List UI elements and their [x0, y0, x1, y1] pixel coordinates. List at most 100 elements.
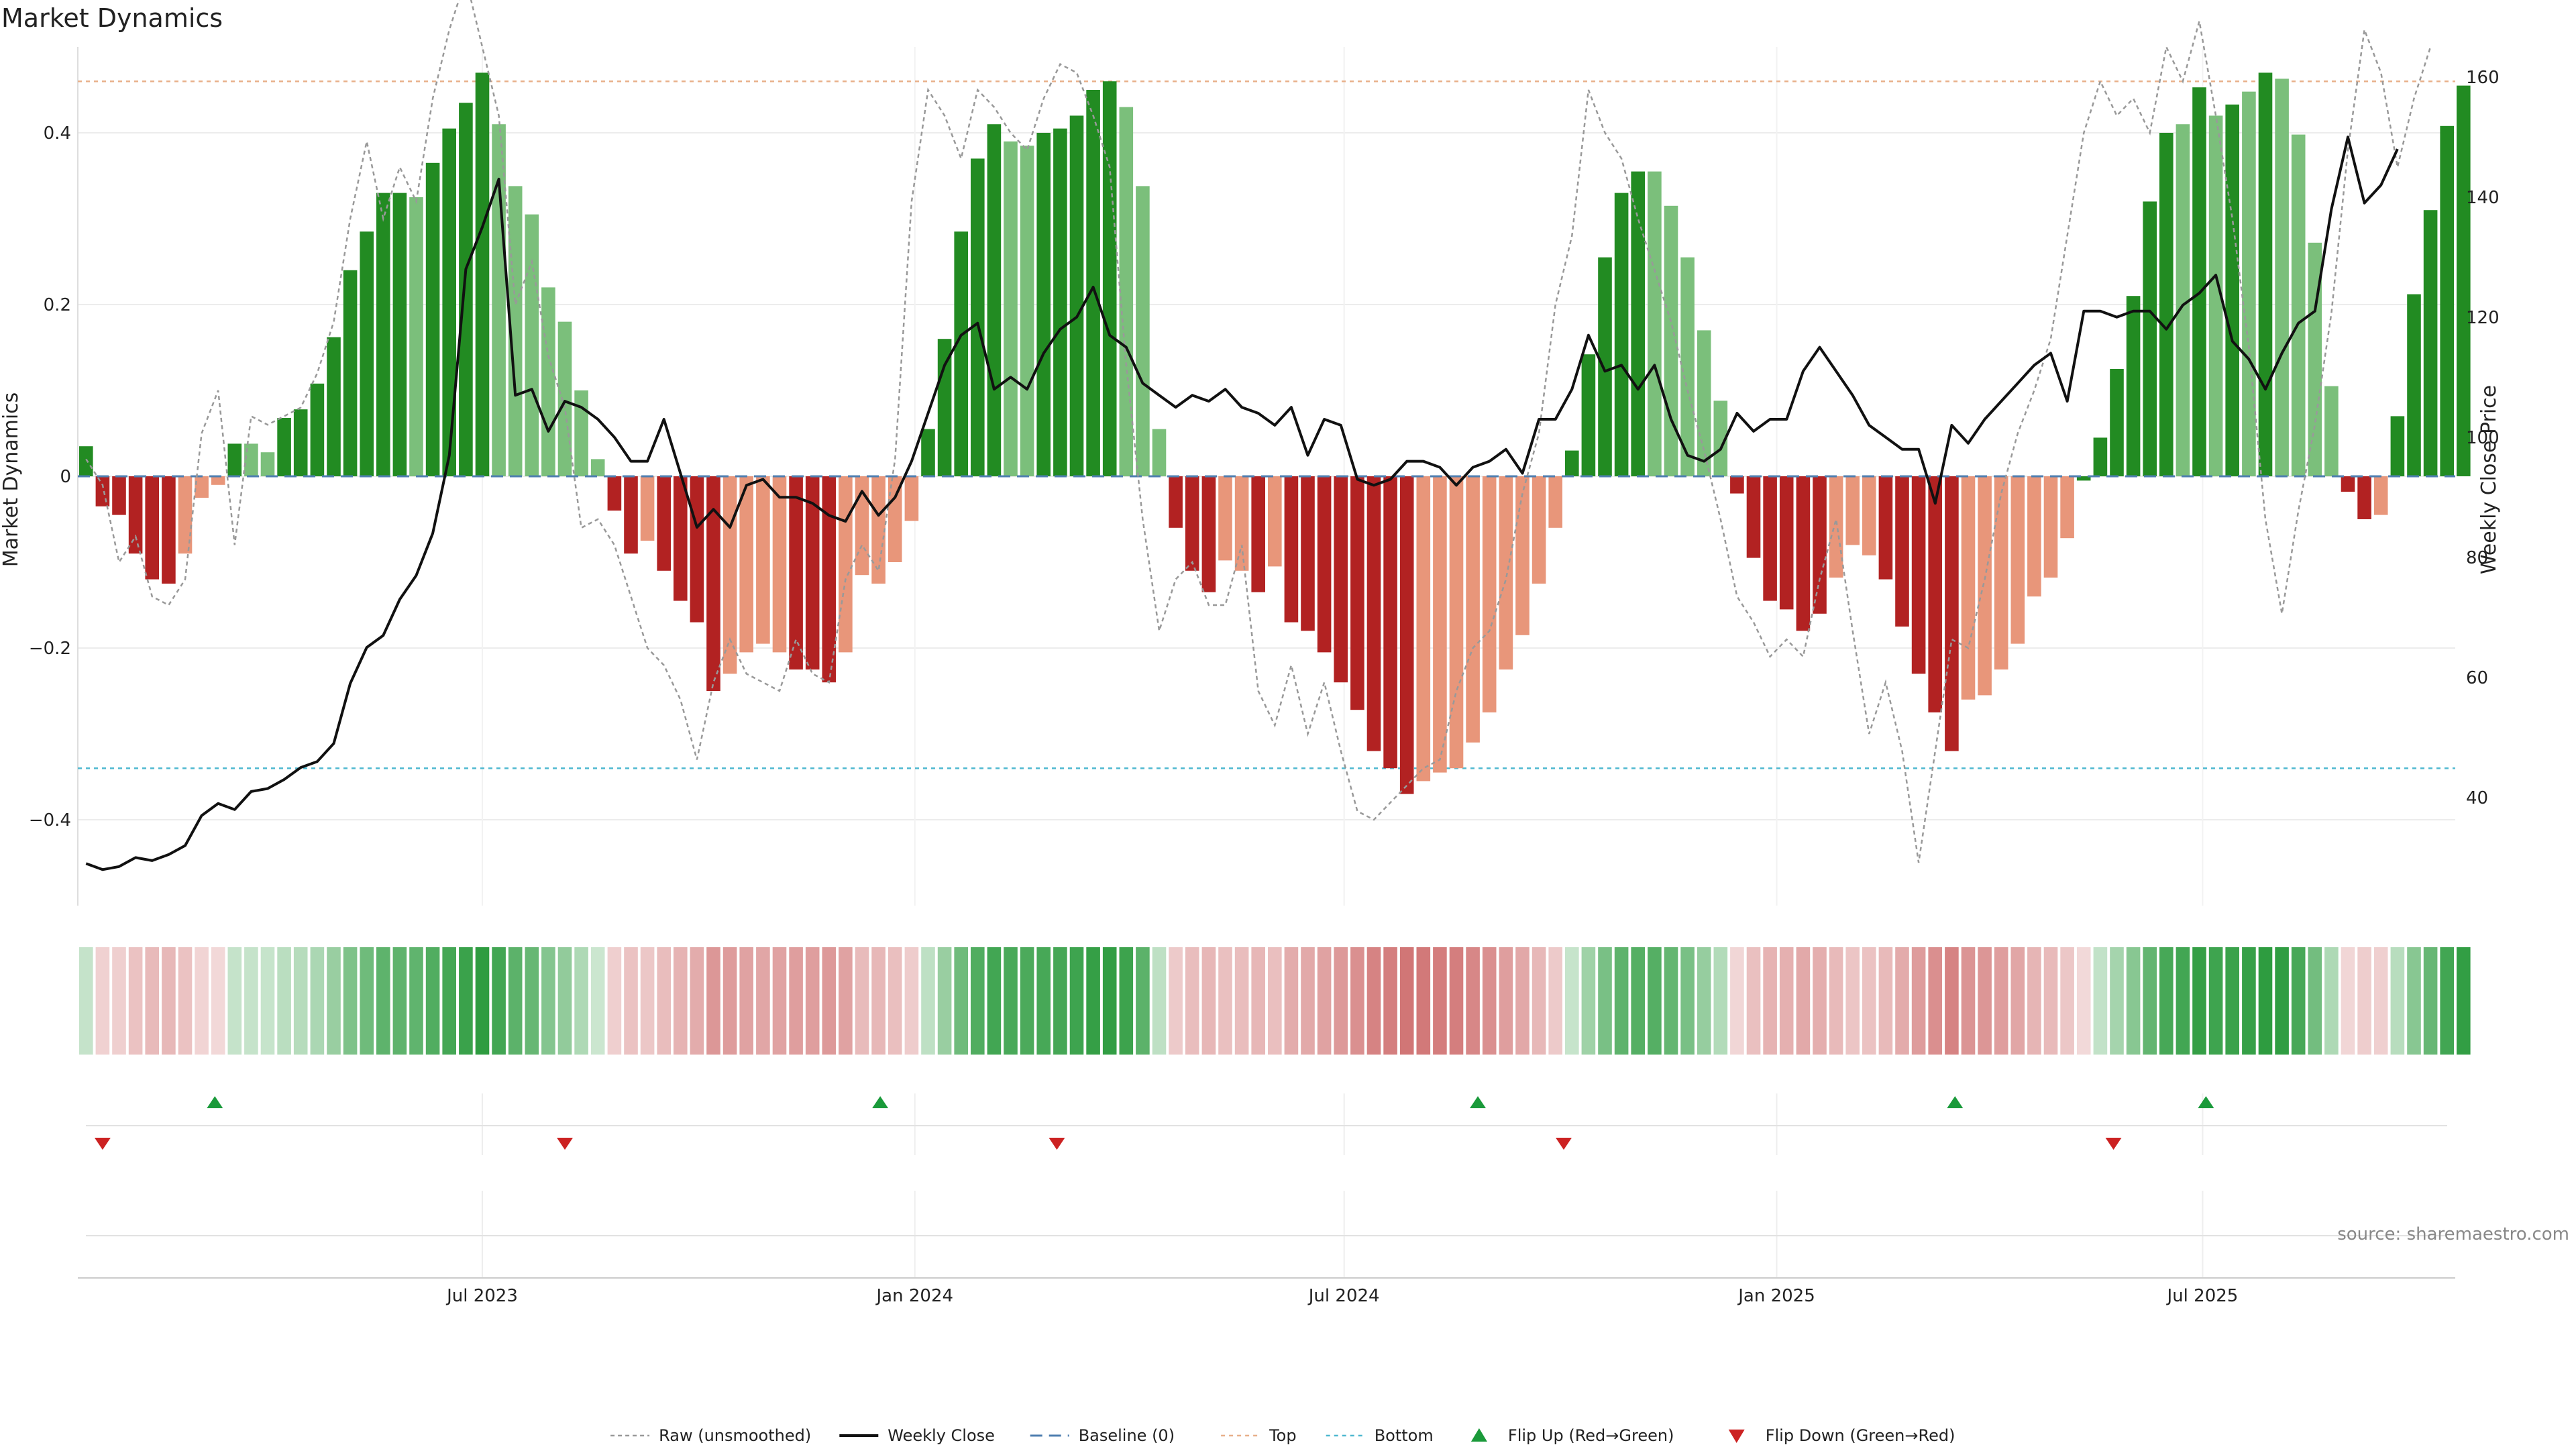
- heat-cell: [525, 947, 539, 1055]
- dynamics-bar: [1383, 476, 1397, 769]
- dynamics-bar: [1515, 476, 1529, 635]
- dynamics-bar: [492, 124, 506, 476]
- legend-label: Flip Up (Red→Green): [1508, 1426, 1674, 1445]
- heat-cell: [1796, 947, 1811, 1055]
- right-y-tick-label: 100: [2466, 428, 2500, 448]
- heat-cell: [1895, 947, 1909, 1055]
- dynamics-bar: [674, 476, 688, 601]
- x-tick-label: Jul 2025: [2166, 1286, 2239, 1306]
- heat-cell: [1383, 947, 1397, 1055]
- dynamics-bar: [1069, 115, 1084, 476]
- heat-cell: [1713, 947, 1728, 1055]
- heat-cell: [2060, 947, 2074, 1055]
- heat-cell: [2043, 947, 2058, 1055]
- dynamics-bar: [1862, 476, 1876, 555]
- dynamics-bar: [1499, 476, 1513, 669]
- legend-label: Flip Down (Green→Red): [1766, 1426, 1955, 1445]
- heat-cell: [1004, 947, 1018, 1055]
- heat-cell: [1350, 947, 1364, 1055]
- raw-line-layer: [85, 0, 2432, 863]
- heat-cell: [1648, 947, 1662, 1055]
- dynamics-bar: [772, 476, 787, 653]
- heat-cell: [425, 947, 440, 1055]
- heat-cell: [772, 947, 787, 1055]
- dynamics-bar: [1004, 141, 1018, 477]
- legend-item-top: Top: [1221, 1426, 1297, 1445]
- heat-cell: [541, 947, 555, 1055]
- heat-cell: [1829, 947, 1843, 1055]
- heat-cell: [260, 947, 275, 1055]
- flip-up-marker: [1947, 1096, 1964, 1108]
- dynamics-bar: [1730, 476, 1744, 494]
- heat-cell: [79, 947, 93, 1055]
- left-y-tick-label: 0.2: [44, 295, 71, 315]
- heat-cell: [2390, 947, 2405, 1055]
- heat-cell: [2407, 947, 2421, 1055]
- heat-cell: [1218, 947, 1232, 1055]
- dynamics-bar: [921, 429, 935, 476]
- dynamics-bar: [310, 383, 325, 476]
- heat-cell: [211, 947, 225, 1055]
- heat-cell: [128, 947, 143, 1055]
- dynamics-bar: [2093, 437, 2108, 476]
- heat-cell: [1697, 947, 1711, 1055]
- heat-cell: [1548, 947, 1562, 1055]
- dynamics-bar: [475, 72, 490, 476]
- dynamics-bar: [1201, 476, 1216, 592]
- heat-cell: [1449, 947, 1464, 1055]
- chart-title: Market Dynamics: [1, 3, 223, 33]
- dynamics-bar: [2143, 201, 2157, 476]
- legend: Raw (unsmoothed) Weekly Close Baseline (0)…: [610, 1426, 1955, 1445]
- dynamics-bar: [1334, 476, 1348, 683]
- dynamics-bar: [2457, 85, 2471, 477]
- dynamics-bar: [1994, 476, 2008, 669]
- dynamics-bar: [2159, 133, 2174, 476]
- heat-cell: [1399, 947, 1414, 1055]
- heat-cell: [2027, 947, 2041, 1055]
- heat-cell: [1614, 947, 1629, 1055]
- dynamics-bar: [2010, 476, 2025, 644]
- heat-cell: [1053, 947, 1067, 1055]
- dynamics-bar: [2258, 72, 2273, 476]
- heat-cell: [937, 947, 952, 1055]
- heat-cell: [1466, 947, 1480, 1055]
- heat-cell: [1565, 947, 1579, 1055]
- dynamics-bar: [1911, 476, 1926, 674]
- dynamics-bar: [1251, 476, 1265, 592]
- heat-cell: [1878, 947, 1893, 1055]
- dynamics-bar: [1433, 476, 1447, 773]
- right-y-axis-label: Weekly Close Price: [2477, 385, 2501, 574]
- dynamics-bar: [1399, 476, 1414, 794]
- heat-cell: [1317, 947, 1332, 1055]
- heat-cell: [227, 947, 242, 1055]
- heat-cell: [2291, 947, 2306, 1055]
- right-y-tick-label: 60: [2466, 668, 2488, 688]
- dynamics-bar: [1631, 171, 1645, 476]
- dynamics-bar: [1961, 476, 1976, 700]
- dynamics-bar: [2225, 104, 2239, 477]
- dynamics-bar: [244, 443, 258, 476]
- heat-cell: [624, 947, 638, 1055]
- dynamics-bar: [112, 476, 126, 515]
- heat-cell: [1515, 947, 1529, 1055]
- left-y-axis-label: Market Dynamics: [0, 392, 23, 568]
- heat-cell: [2242, 947, 2256, 1055]
- heat-cell: [459, 947, 473, 1055]
- dynamics-bar: [1482, 476, 1497, 712]
- dynamics-bar: [327, 337, 341, 476]
- legend-item-close: Weekly Close: [839, 1426, 995, 1445]
- heat-cell: [409, 947, 423, 1055]
- heat-cell: [508, 947, 523, 1055]
- right-y-tick-label: 40: [2466, 788, 2488, 808]
- dynamics-bar: [1317, 476, 1332, 653]
- heat-cell: [2440, 947, 2454, 1055]
- legend-label: Baseline (0): [1079, 1426, 1175, 1445]
- dynamics-bar: [722, 476, 737, 674]
- heat-cell: [1845, 947, 1860, 1055]
- x-tick-label: Jul 2024: [1307, 1286, 1380, 1306]
- dynamics-bar: [640, 476, 655, 541]
- heat-cell: [590, 947, 605, 1055]
- heat-cell: [112, 947, 126, 1055]
- dynamics-bar: [2126, 296, 2141, 476]
- dynamics-bar: [1086, 90, 1100, 476]
